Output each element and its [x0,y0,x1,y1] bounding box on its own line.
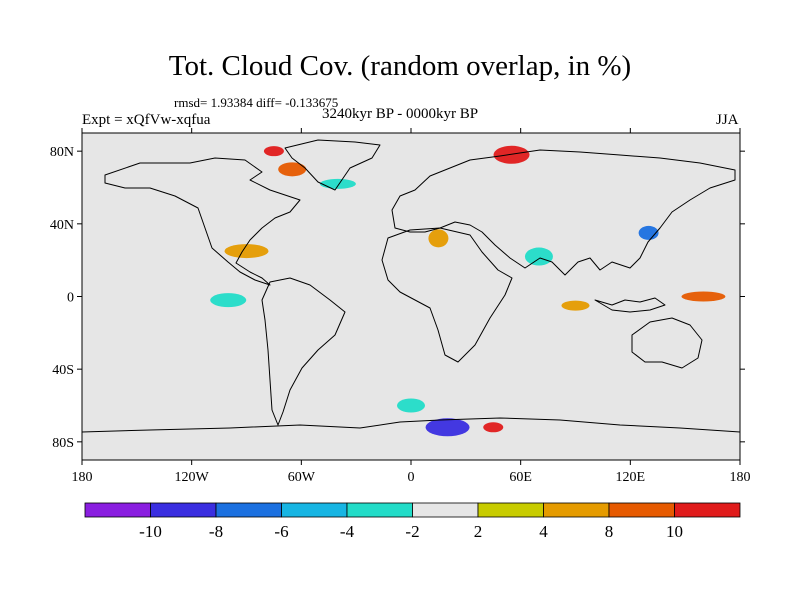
y-tick-label: 80N [50,145,74,160]
x-tick-label: 120W [175,470,210,485]
coast-greenland [284,139,381,191]
anomaly-patch [210,293,247,308]
colorbar-swatch [150,502,217,518]
colorbar: -10 -8 -6 -4 -2 2 4 8 10 [84,502,741,541]
x-tick-label: 0 [408,470,415,485]
anomaly-patch [428,229,449,248]
anomaly-patch [524,247,553,266]
colorbar-swatch [608,502,675,518]
colorbar-label: 4 [539,522,548,541]
x-tick-label: 60W [288,470,316,485]
coast-europe-asia [391,149,736,276]
coast-australia [631,317,703,369]
y-tick-label: 80S [52,436,74,451]
colorbar-label: -10 [139,522,162,541]
period-label: 3240kyr BP - 0000kyr BP [322,106,479,122]
y-tick-label: 40N [50,218,74,233]
coast-indonesia [594,297,666,313]
coastlines [82,139,740,433]
colorbar-swatch [215,502,282,518]
anomaly-patch [278,162,307,177]
colorbar-label: 10 [666,522,683,541]
map-axes: 180 120W 60W 0 60E 120E 180 80N 40N 0 40S 80S [50,128,751,485]
colorbar-swatch [674,502,741,518]
colorbar-swatch [412,502,479,518]
colorbar-swatch [543,502,610,518]
coast-south-america [261,277,346,426]
x-tick-label: 180 [72,470,93,485]
anomaly-patch [493,145,530,164]
season-label: JJA [716,112,739,128]
coast-africa [381,227,513,363]
anomaly-patch [638,225,659,240]
anomaly-patch [397,398,425,413]
colorbar-label: -6 [274,522,288,541]
anomaly-patch [425,418,470,437]
chart-title: Tot. Cloud Cov. (random overlap, in %) [168,50,632,82]
y-tick-label: 0 [67,291,74,306]
colorbar-swatch [346,502,413,518]
x-tick-label: 60E [509,470,532,485]
colorbar-swatch [281,502,348,518]
anomaly-patch [681,291,726,302]
colorbar-label: -4 [340,522,355,541]
colorbar-swatch [477,502,544,518]
anomaly-patch [263,146,284,157]
x-tick-label: 120E [616,470,646,485]
experiment-label: Expt = xQfVw-xqfua [82,112,211,128]
y-tick-label: 40S [52,363,74,378]
colorbar-label: -2 [405,522,419,541]
colorbar-label: 2 [474,522,483,541]
anomaly-layer [210,145,726,437]
colorbar-label: 8 [605,522,614,541]
coast-antarctica [82,417,740,433]
rmsd-diff-stats: rmsd= 1.93384 diff= -0.133675 [174,95,339,110]
anomaly-patch [224,244,269,259]
anomaly-patch [561,300,590,311]
colorbar-swatch [84,502,151,518]
anomaly-patch [483,422,504,433]
anomaly-patch [319,178,356,189]
x-tick-label: 180 [730,470,751,485]
colorbar-label: -8 [209,522,223,541]
coast-north-america [104,157,301,286]
